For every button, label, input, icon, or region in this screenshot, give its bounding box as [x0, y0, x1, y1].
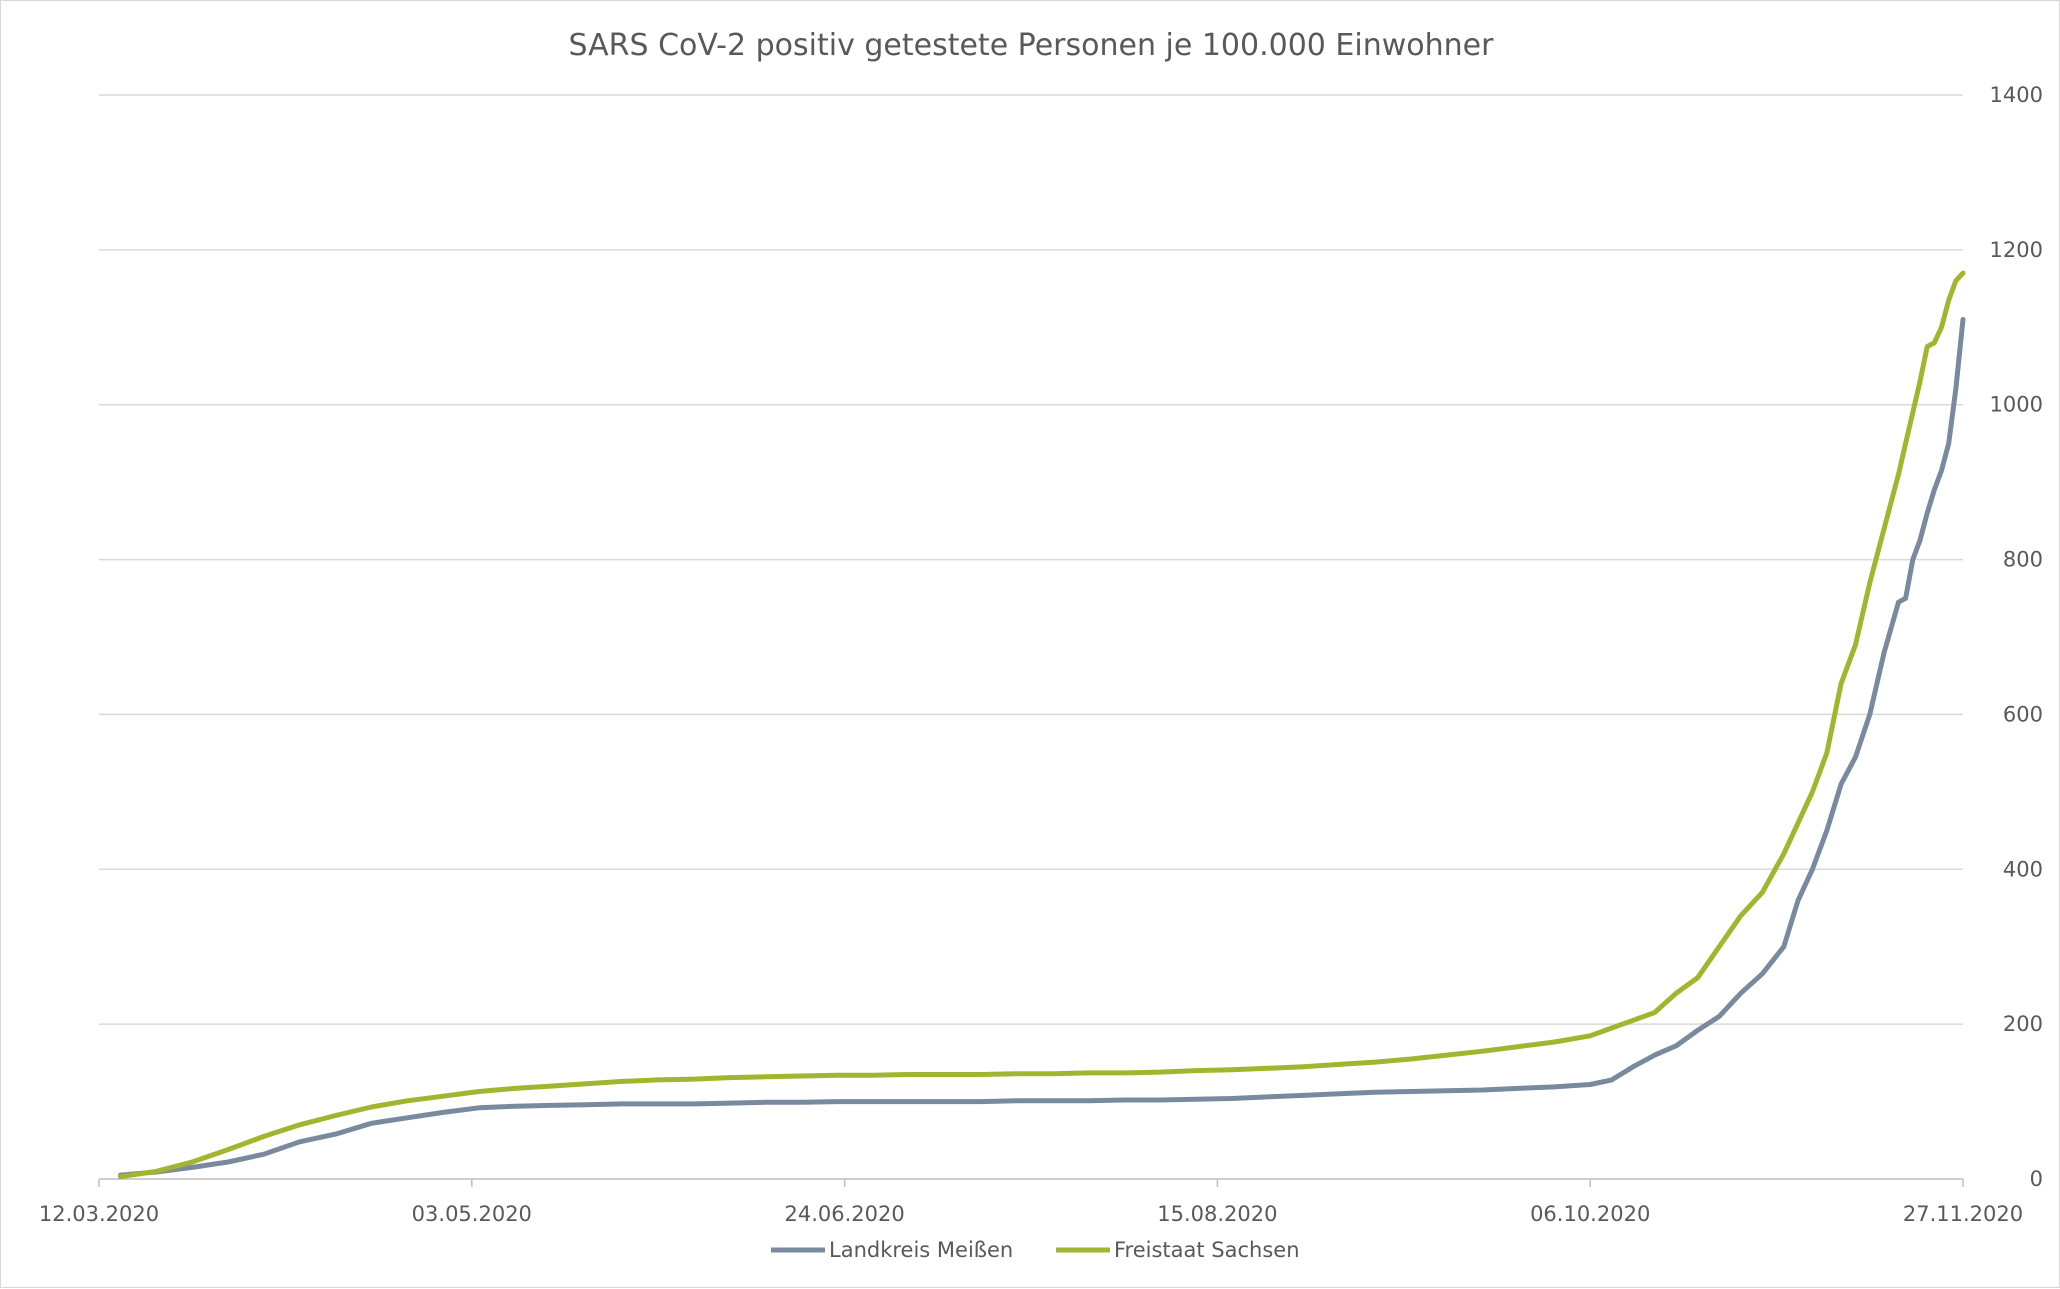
y-tick-label: 800 [2003, 548, 2043, 572]
series-lines [118, 270, 1966, 1180]
y-tick-label: 1000 [1990, 393, 2043, 417]
x-tick-label: 24.06.2020 [784, 1202, 904, 1226]
gridlines [99, 94, 1963, 1025]
y-tick-label: 0 [2030, 1167, 2043, 1191]
x-axis-tick-labels: 12.03.2020 03.05.2020 24.06.2020 15.08.2020… [39, 1202, 2023, 1226]
axes [98, 1178, 1964, 1187]
x-tick-label: 06.10.2020 [1530, 1202, 1650, 1226]
y-tick-label: 200 [2003, 1012, 2043, 1036]
y-tick-label: 400 [2003, 857, 2043, 881]
legend-label-freistaat-sachsen: Freistaat Sachsen [1114, 1238, 1300, 1262]
legend-label-landkreis-meissen: Landkreis Meißen [829, 1238, 1013, 1262]
y-axis-tick-labels: 0 200 400 600 800 1000 1200 1400 [1990, 83, 2043, 1191]
y-tick-label: 1400 [1990, 83, 2043, 107]
series-line-0 [118, 317, 1966, 1178]
x-tick-label: 12.03.2020 [39, 1202, 159, 1226]
y-tick-label: 600 [2003, 702, 2043, 726]
legend: Landkreis Meißen Freistaat Sachsen [771, 1238, 1300, 1262]
chart-title: SARS CoV-2 positiv getestete Personen je… [569, 28, 1495, 63]
series-line-1 [118, 270, 1966, 1180]
x-tick-label: 15.08.2020 [1157, 1202, 1277, 1226]
y-tick-label: 1200 [1990, 238, 2043, 262]
x-tick-label: 27.11.2020 [1903, 1202, 2023, 1226]
x-tick-label: 03.05.2020 [412, 1202, 532, 1226]
